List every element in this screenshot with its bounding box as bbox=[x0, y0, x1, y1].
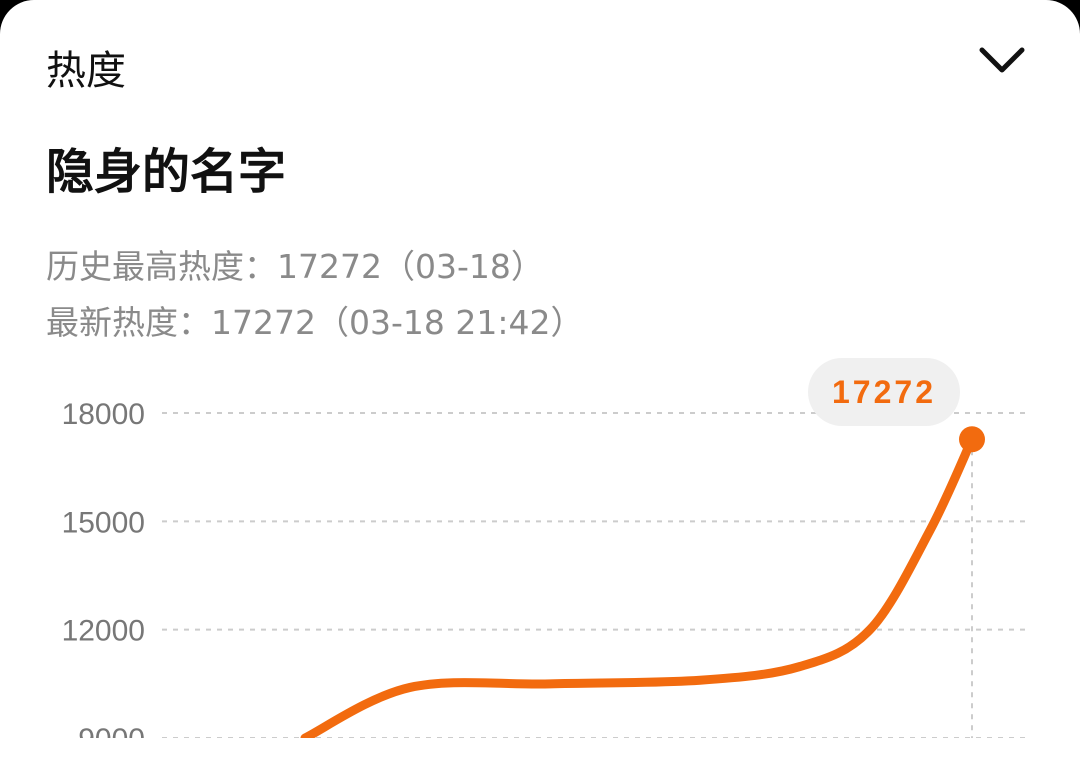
y-tick-label: 15000 bbox=[62, 506, 145, 539]
highlight-point[interactable] bbox=[959, 426, 985, 453]
latest-heat: 最新热度：17272（03-18 21:42） bbox=[46, 303, 584, 342]
section-title: 热度 bbox=[46, 48, 126, 94]
heat-line-chart[interactable]: 9000 12000 15000 18000 17272 bbox=[0, 0, 1080, 738]
y-tick-label: 12000 bbox=[62, 615, 145, 648]
y-tick-label: 9000 bbox=[78, 723, 145, 738]
heat-series-line bbox=[300, 434, 977, 738]
y-tick-label: 18000 bbox=[62, 398, 145, 431]
tooltip-value: 17272 bbox=[832, 374, 936, 410]
chevron-down-icon[interactable] bbox=[976, 40, 1028, 84]
history-high-heat: 历史最高热度：17272（03-18） bbox=[46, 247, 544, 286]
value-tooltip bbox=[808, 358, 960, 426]
item-name: 隐身的名字 bbox=[46, 144, 287, 200]
